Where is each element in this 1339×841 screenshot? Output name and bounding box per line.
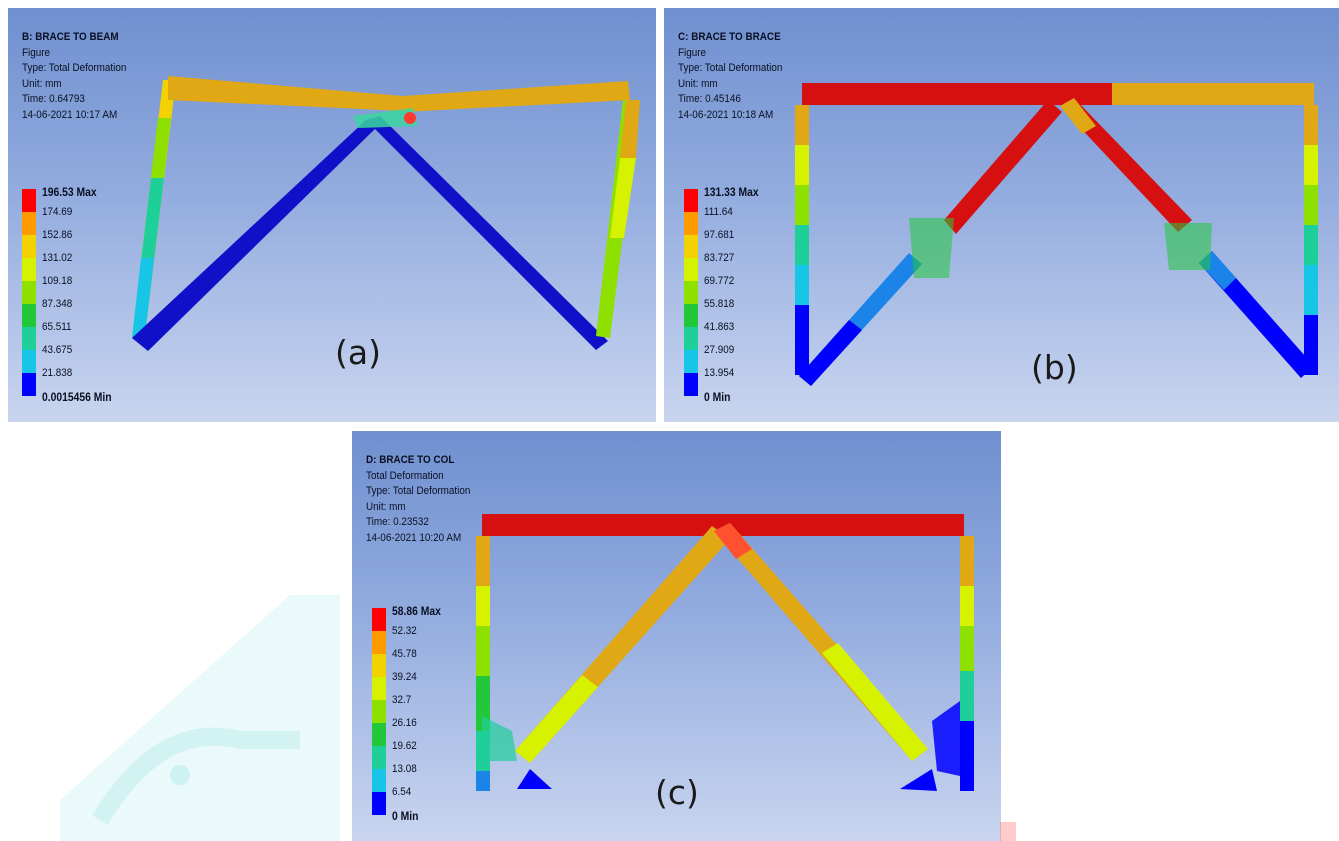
legend-swatch (372, 746, 386, 769)
legend-swatch (372, 677, 386, 700)
deformed-frame-c (476, 514, 974, 791)
legend-value: 111.64 (704, 206, 733, 218)
legend-value: 13.08 (392, 763, 417, 775)
legend-swatch (684, 258, 698, 281)
legend-value: 87.348 (42, 298, 73, 310)
legend-value: 83.727 (704, 252, 735, 264)
legend-swatch (22, 373, 36, 396)
info-line: Type: Total Deformation (366, 485, 471, 497)
info-line: Unit: mm (22, 77, 62, 90)
deformed-frame-a (132, 76, 640, 351)
deformed-frame-b (795, 83, 1318, 386)
info-line: Type: Total Deformation (678, 62, 783, 74)
info-line: 14-06-2021 10:20 AM (366, 531, 462, 544)
legend-swatch (372, 723, 386, 746)
info-line: 14-06-2021 10:18 AM (678, 108, 774, 121)
legend-swatch (372, 654, 386, 677)
viewport-brace-to-brace[interactable]: C: BRACE TO BRACE Figure Type: Total Def… (664, 8, 1339, 422)
legend-min: 0 Min (392, 811, 419, 823)
legend-value: 6.54 (392, 786, 412, 798)
info-line: Unit: mm (366, 500, 406, 513)
legend-value: 152.86 (42, 229, 73, 241)
legend-swatch (22, 235, 36, 258)
legend-swatch (372, 769, 386, 792)
info-line: Unit: mm (678, 77, 718, 90)
info-line: Type: Total Deformation (22, 62, 127, 74)
legend-value: 174.69 (42, 206, 73, 218)
legend-swatch (22, 189, 36, 212)
info-line: Figure (678, 46, 707, 59)
legend-value: 55.818 (704, 298, 735, 310)
legend-swatch (372, 792, 386, 815)
legend-value: 13.954 (704, 367, 735, 379)
legend-swatch (22, 212, 36, 235)
legend-swatch (372, 700, 386, 723)
panel-label-c: (c) (655, 773, 699, 812)
legend-value: 109.18 (42, 275, 73, 287)
panel-label-a: (a) (335, 333, 381, 372)
legend-swatch (684, 373, 698, 396)
legend-min: 0.0015456 Min (42, 392, 112, 404)
result-info-c: D: BRACE TO COL Total Deformation Type: … (366, 453, 470, 546)
legend-swatch (684, 235, 698, 258)
legend-max: 196.53 Max (42, 187, 97, 199)
viewport-brace-to-col[interactable]: D: BRACE TO COL Total Deformation Type: … (352, 431, 1001, 841)
legend-swatch (22, 327, 36, 350)
info-line: Figure (22, 46, 51, 59)
info-line: Time: 0.45146 (678, 93, 741, 105)
info-line: Time: 0.64793 (22, 93, 85, 105)
result-title: B: BRACE TO BEAM (22, 31, 119, 43)
decorative-stripe (1000, 822, 1016, 841)
info-line: Time: 0.23532 (366, 516, 429, 528)
legend-value: 32.7 (392, 694, 412, 706)
legend-swatch (372, 608, 386, 631)
legend-value: 52.32 (392, 625, 417, 637)
legend-value: 21.838 (42, 367, 73, 379)
legend-swatch (684, 281, 698, 304)
result-info-a: B: BRACE TO BEAM Figure Type: Total Defo… (22, 30, 126, 123)
legend-value: 43.675 (42, 344, 73, 356)
legend-max: 58.86 Max (392, 606, 441, 618)
legend-swatch (22, 304, 36, 327)
legend-value: 97.681 (704, 229, 735, 241)
legend-swatch (684, 350, 698, 373)
result-title: C: BRACE TO BRACE (678, 31, 781, 43)
legend-value: 27.909 (704, 344, 735, 356)
legend-swatch (684, 212, 698, 235)
legend-value: 41.863 (704, 321, 735, 333)
legend-min: 0 Min (704, 392, 731, 404)
legend-swatch (22, 281, 36, 304)
legend-value: 69.772 (704, 275, 735, 287)
legend-swatch (684, 327, 698, 350)
legend-value: 26.16 (392, 717, 417, 729)
legend-value: 131.02 (42, 252, 73, 264)
legend-value: 45.78 (392, 648, 417, 660)
legend-max: 131.33 Max (704, 187, 759, 199)
legend-value: 39.24 (392, 671, 417, 683)
info-line: Total Deformation (366, 469, 444, 482)
legend-swatch (22, 350, 36, 373)
legend-value: 65.511 (42, 321, 72, 333)
result-info-b: C: BRACE TO BRACE Figure Type: Total Def… (678, 30, 782, 123)
info-line: 14-06-2021 10:17 AM (22, 108, 118, 121)
panel-label-b: (b) (1031, 348, 1078, 387)
legend-swatch (372, 631, 386, 654)
legend-swatch (22, 258, 36, 281)
legend-swatch (684, 189, 698, 212)
legend-swatch (684, 304, 698, 327)
legend-value: 19.62 (392, 740, 417, 752)
viewport-brace-to-beam[interactable]: B: BRACE TO BEAM Figure Type: Total Defo… (8, 8, 656, 422)
watermark-logo (60, 595, 340, 841)
result-title: D: BRACE TO COL (366, 454, 455, 466)
